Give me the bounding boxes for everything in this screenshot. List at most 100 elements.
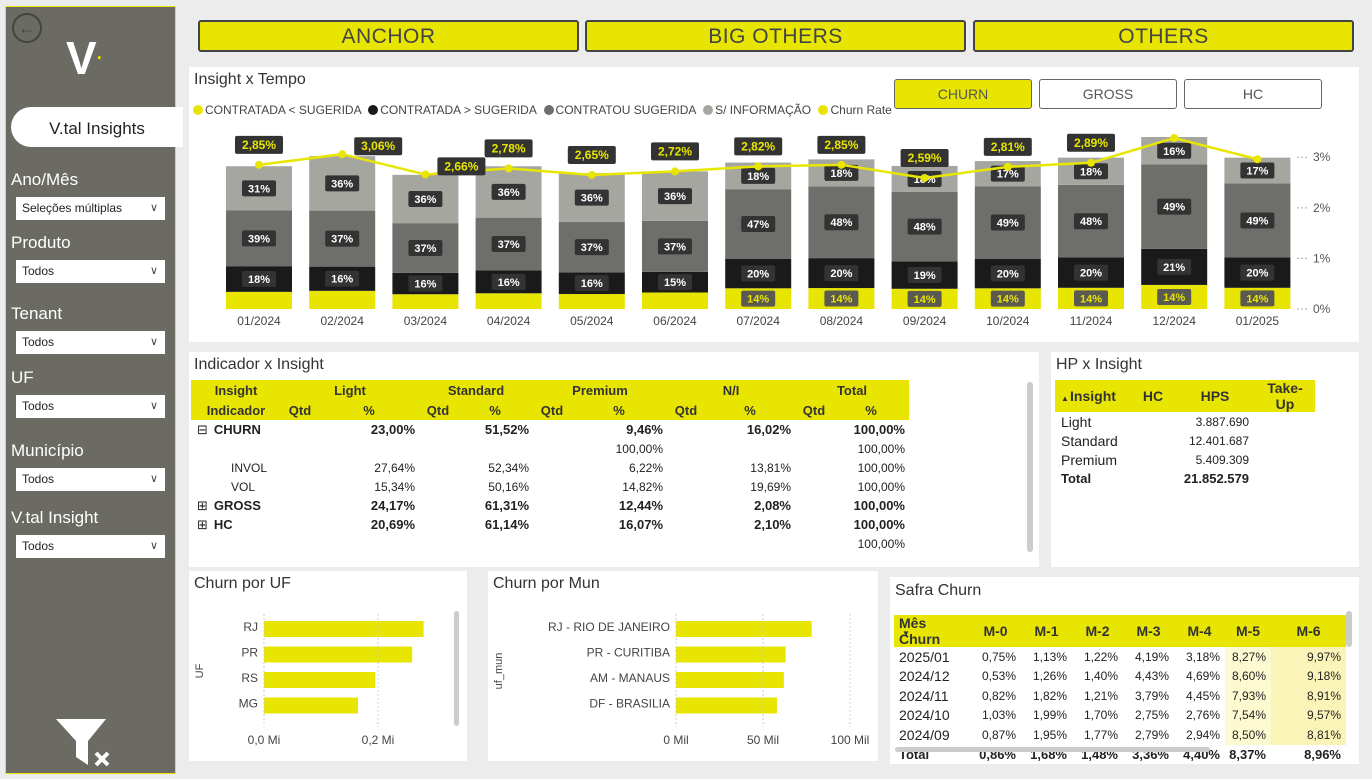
qtd-cell [533, 496, 571, 515]
table-row[interactable]: ⊞ HC 20,69% 61,14% 16,07% 2,10% 100,00% [191, 515, 909, 534]
row-name: CHURN [214, 422, 261, 437]
table-row[interactable]: VOL 15,34% 50,16% 14,82% 19,69% 100,00% [191, 477, 909, 496]
filter-select-vtal-insight[interactable]: Todos ∨ [16, 535, 165, 558]
filter-select-tenant[interactable]: Todos ∨ [16, 331, 165, 354]
header-hps[interactable]: HPS [1175, 380, 1255, 412]
total-m6: 8,96% [1271, 745, 1346, 765]
back-arrow-icon[interactable]: ← [12, 13, 42, 43]
table-row[interactable]: 2025/01 0,75% 1,13% 1,22% 4,19% 3,18% 8,27% 9,9… [894, 647, 1346, 667]
expand-icon[interactable]: ⊞ [197, 517, 208, 532]
table-row[interactable]: Standard 12.401.687 [1055, 431, 1315, 450]
header-qtd[interactable]: Qtd [795, 400, 833, 420]
header-m4[interactable]: M-4 [1174, 615, 1225, 647]
table-row[interactable]: 2024/11 0,82% 1,82% 1,21% 3,79% 4,45% 7,93% 8,9… [894, 686, 1346, 706]
premium-pct: 14,82% [571, 477, 667, 496]
header-light[interactable]: Light [281, 380, 419, 400]
table-row[interactable]: 2024/09 0,87% 1,95% 1,77% 2,79% 2,94% 8,50% 8,8… [894, 725, 1346, 745]
category-label: PR - CURITIBA [587, 646, 670, 660]
header-indicador[interactable]: Indicador [191, 400, 281, 420]
filter-select-ano-mes[interactable]: Seleções múltiplas ∨ [16, 197, 165, 220]
table-row[interactable]: Total 21.852.579 [1055, 469, 1315, 488]
header-pct[interactable]: % [457, 400, 533, 420]
x-tick-label: 50 Mil [747, 733, 779, 747]
data-label: 14% [1246, 293, 1268, 305]
standard-pct: 61,14% [457, 515, 533, 534]
chevron-down-icon: ∨ [150, 395, 158, 418]
filter-select-produto[interactable]: Todos ∨ [16, 260, 165, 283]
others-button[interactable]: OTHERS [973, 20, 1354, 52]
table-row[interactable]: 100,00% 100,00% [191, 439, 909, 458]
m2-cell: 1,40% [1072, 667, 1123, 687]
header-takeup[interactable]: Take-Up [1255, 380, 1315, 412]
bar [264, 621, 424, 637]
horizontal-scrollbar[interactable] [895, 747, 1210, 752]
table-row[interactable]: 100,00% [191, 534, 909, 553]
header-pct[interactable]: % [571, 400, 667, 420]
data-label: 18% [830, 168, 852, 180]
header-pct[interactable]: % [319, 400, 419, 420]
header-m5[interactable]: M-5 [1225, 615, 1271, 647]
bar-segment [476, 293, 542, 309]
header-pct[interactable]: % [705, 400, 795, 420]
header-pct[interactable]: % [833, 400, 909, 420]
header-m2[interactable]: M-2 [1072, 615, 1123, 647]
table-row[interactable]: Light 3.887.690 [1055, 412, 1315, 431]
filter-select-municipio[interactable]: Todos ∨ [16, 468, 165, 491]
scrollbar[interactable] [1346, 611, 1352, 647]
data-label: 36% [498, 187, 520, 199]
header-premium[interactable]: Premium [533, 380, 667, 400]
scrollbar[interactable] [454, 611, 459, 726]
header-m3[interactable]: M-3 [1123, 615, 1174, 647]
bar-segment [309, 291, 375, 309]
row-name: VOL [231, 480, 255, 494]
header-qtd[interactable]: Qtd [419, 400, 457, 420]
header-hc[interactable]: HC [1131, 380, 1175, 412]
standard-pct: 51,52% [457, 420, 533, 439]
m4-cell: 4,69% [1174, 667, 1225, 687]
header-m0[interactable]: M-0 [970, 615, 1021, 647]
table-row[interactable]: ⊞ GROSS 24,17% 61,31% 12,44% 2,08% 100,00% [191, 496, 909, 515]
header-insight[interactable]: Insight ▲ [1055, 380, 1131, 412]
app-name-pill[interactable]: V.tal Insights [11, 107, 183, 147]
data-label: 20% [747, 268, 769, 280]
ni-pct: 16,02% [705, 420, 795, 439]
y-axis-label: uf_mun [493, 653, 505, 690]
collapse-icon[interactable]: ⊟ [197, 422, 208, 437]
header-qtd[interactable]: Qtd [533, 400, 571, 420]
table-row[interactable]: ⊟ CHURN 23,00% 51,52% 9,46% 16,02% 100,00% [191, 420, 909, 439]
header-qtd[interactable]: Qtd [281, 400, 319, 420]
scrollbar[interactable] [1027, 382, 1033, 552]
m5-cell: 7,93% [1225, 686, 1271, 706]
line-label: 2,89% [1074, 136, 1108, 150]
header-ni[interactable]: N/I [667, 380, 795, 400]
big-others-button[interactable]: BIG OTHERS [585, 20, 966, 52]
filter-select-uf[interactable]: Todos ∨ [16, 395, 165, 418]
data-label: 20% [1246, 268, 1268, 280]
total-pct: 100,00% [833, 515, 909, 534]
anchor-button[interactable]: ANCHOR [198, 20, 579, 52]
header-total[interactable]: Total [795, 380, 909, 400]
table-row[interactable]: 2024/10 1,03% 1,99% 1,70% 2,75% 2,76% 7,54% 9,5… [894, 706, 1346, 726]
total-pct: 100,00% [833, 477, 909, 496]
table-row[interactable]: Premium 5.409.309 [1055, 450, 1315, 469]
expand-icon[interactable]: ⊞ [197, 498, 208, 513]
header-mes-churn[interactable]: Mês Churn ▼ [894, 615, 970, 647]
total-pct: 100,00% [833, 420, 909, 439]
funnel-clear-icon[interactable] [54, 715, 114, 773]
line-label: 2,78% [492, 141, 526, 155]
header-qtd[interactable]: Qtd [667, 400, 705, 420]
qtd-cell [419, 477, 457, 496]
table-row[interactable]: 2024/12 0,53% 1,26% 1,40% 4,43% 4,69% 8,60% 9,1… [894, 667, 1346, 687]
table-row[interactable]: INVOL 27,64% 52,34% 6,22% 13,81% 100,00% [191, 458, 909, 477]
x-tick-label: 0,0 Mi [248, 733, 281, 747]
header-insight[interactable]: Insight [191, 380, 281, 400]
bar [264, 672, 375, 688]
sort-ascending-icon: ▲ [1061, 394, 1069, 403]
header-m1[interactable]: M-1 [1021, 615, 1072, 647]
qtd-cell [533, 534, 571, 553]
header-standard[interactable]: Standard [419, 380, 533, 400]
premium-pct: 12,44% [571, 496, 667, 515]
header-m6[interactable]: M-6 [1271, 615, 1346, 647]
data-label: 36% [331, 178, 353, 190]
x-tick-label: 05/2024 [570, 314, 614, 328]
